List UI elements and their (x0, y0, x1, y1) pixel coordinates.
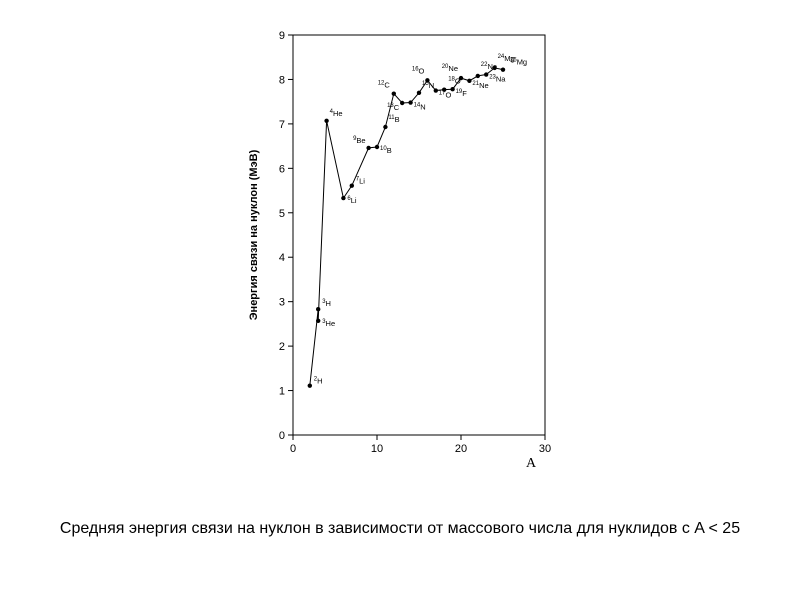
svg-text:7: 7 (279, 119, 285, 131)
binding-energy-chart: 0 1 2 3 4 5 6 7 8 9 0 10 20 30A Энергия связи на нукло… (235, 15, 565, 485)
svg-text:0: 0 (290, 443, 296, 455)
svg-text:4: 4 (279, 252, 285, 264)
svg-text:10: 10 (371, 443, 383, 455)
svg-text:6: 6 (279, 163, 285, 175)
svg-text:1: 1 (279, 386, 285, 398)
svg-text:20: 20 (455, 443, 467, 455)
svg-text:3: 3 (279, 297, 285, 309)
svg-text:A: A (526, 456, 537, 471)
chart-svg: 0 1 2 3 4 5 6 7 8 9 0 10 20 30A Энергия связи на нукло… (235, 15, 565, 485)
svg-text:8: 8 (279, 74, 285, 86)
svg-text:0: 0 (279, 430, 285, 442)
svg-text:30: 30 (539, 443, 551, 455)
svg-text:5: 5 (279, 208, 285, 220)
svg-text:Энергия связи на нуклон (МэВ): Энергия связи на нуклон (МэВ) (248, 149, 260, 320)
svg-text:2: 2 (279, 341, 285, 353)
chart-caption: Средняя энергия связи на нуклон в зависи… (0, 520, 800, 538)
svg-text:9: 9 (279, 30, 285, 42)
page: 0 1 2 3 4 5 6 7 8 9 0 10 20 30A Энергия связи на нукло… (0, 0, 800, 600)
